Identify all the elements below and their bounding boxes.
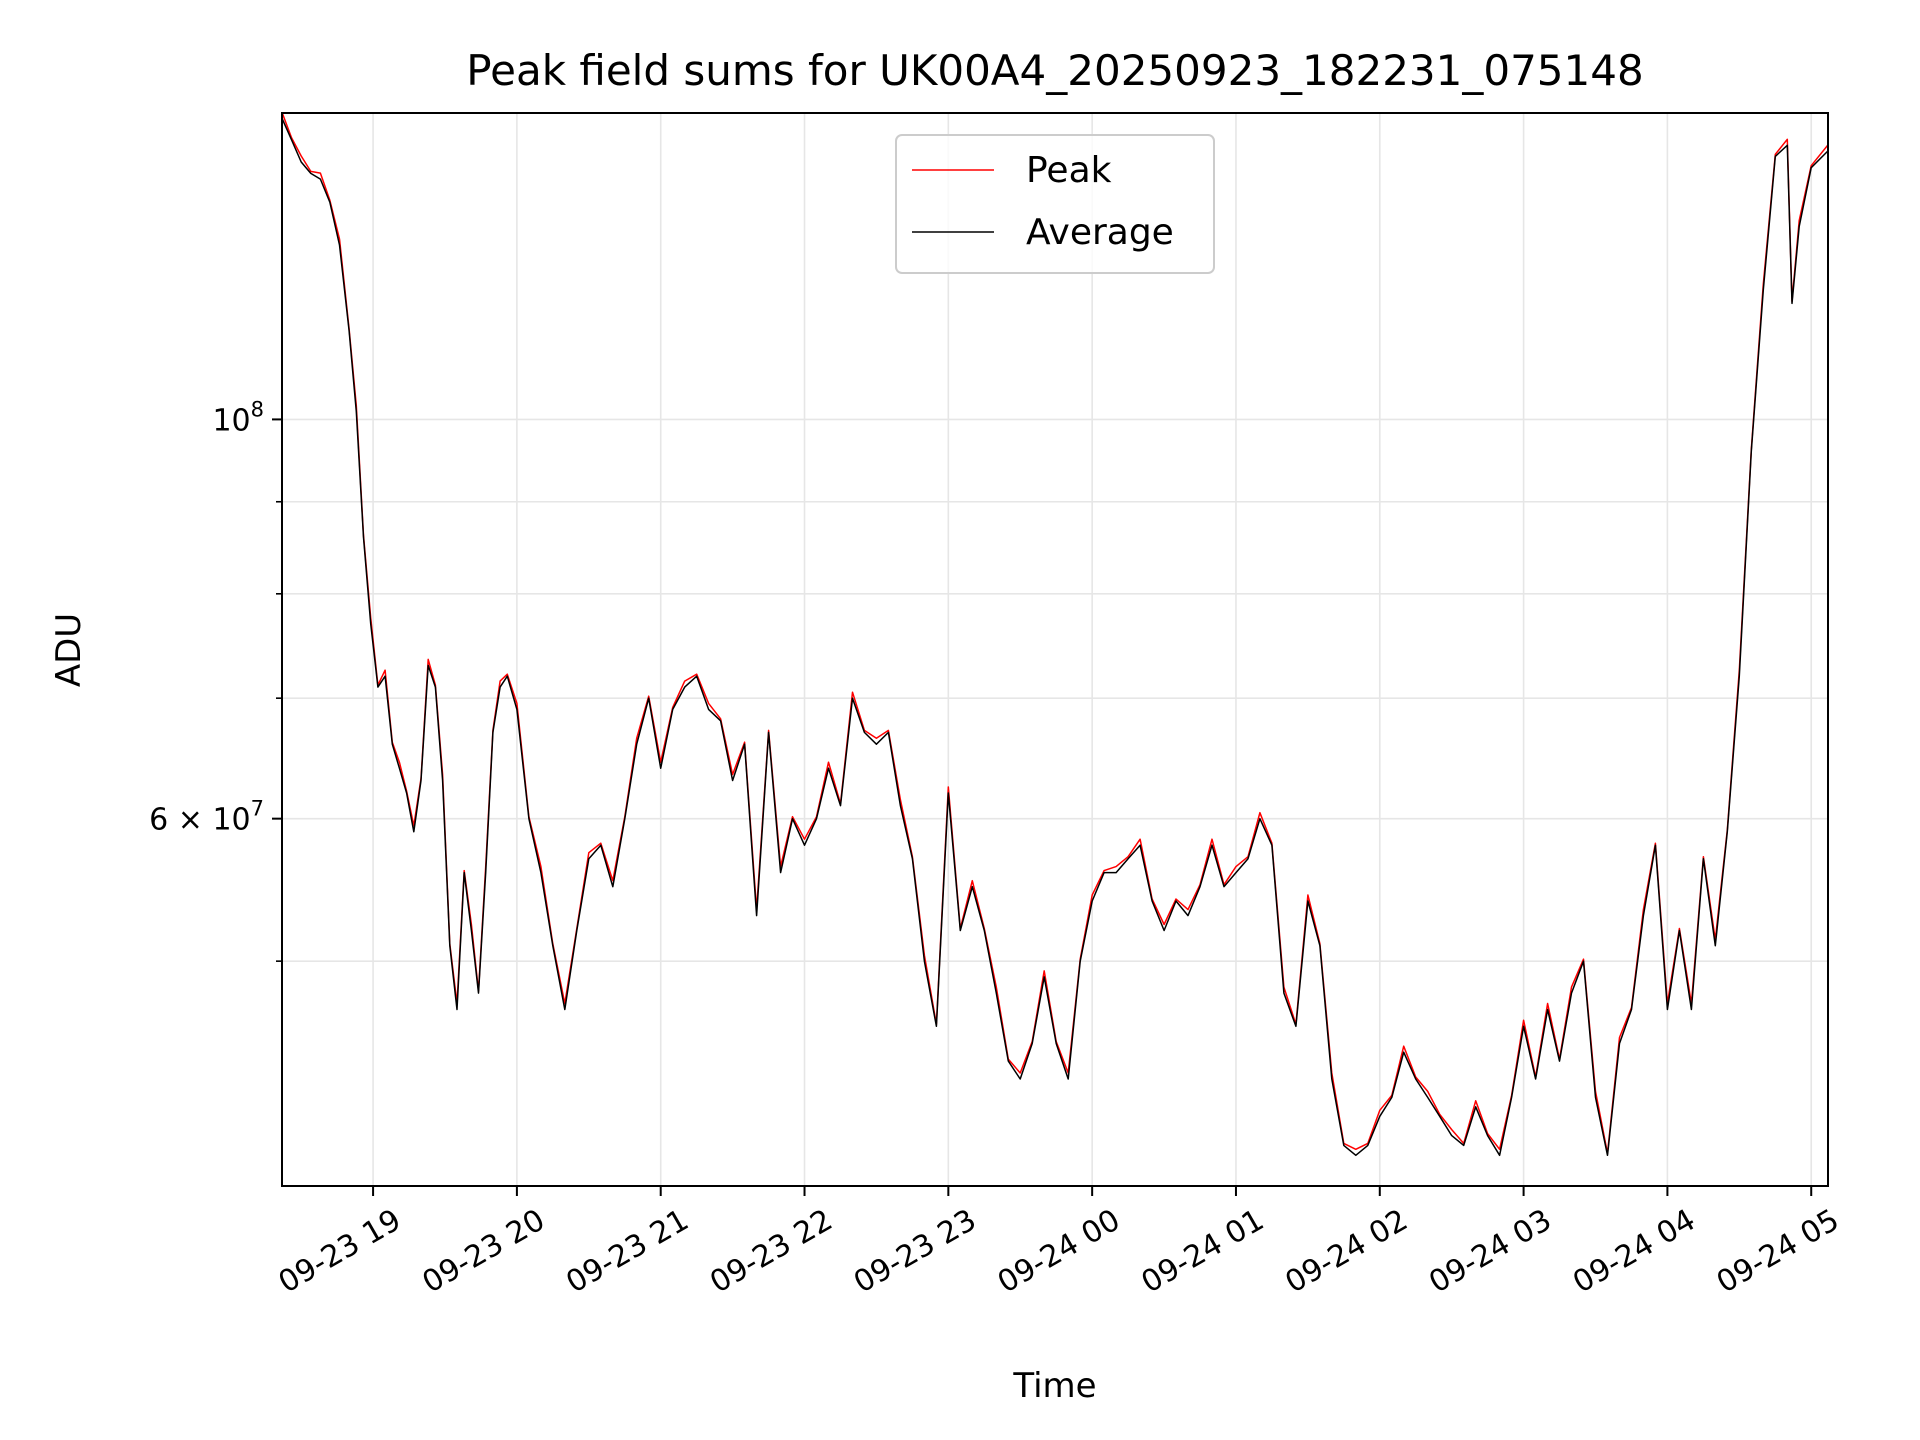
plot-frame bbox=[281, 112, 1829, 1187]
series-layer bbox=[281, 112, 1829, 1157]
y-axis: 108 6 × 107 bbox=[149, 397, 282, 962]
y-axis-title: ADU bbox=[49, 613, 89, 687]
y-tick-label: 108 bbox=[212, 397, 264, 438]
legend-label-average: Average bbox=[1026, 212, 1174, 253]
x-axis-title: Time bbox=[1012, 1366, 1096, 1406]
legend-label-peak: Peak bbox=[1026, 150, 1112, 191]
legend: Peak Average bbox=[895, 134, 1215, 274]
series-line-average bbox=[281, 117, 1829, 1157]
chart-title: Peak field sums for UK00A4_20250923_1822… bbox=[466, 46, 1643, 95]
y-tick-label: 6 × 107 bbox=[149, 797, 264, 838]
grid bbox=[282, 113, 1828, 1186]
